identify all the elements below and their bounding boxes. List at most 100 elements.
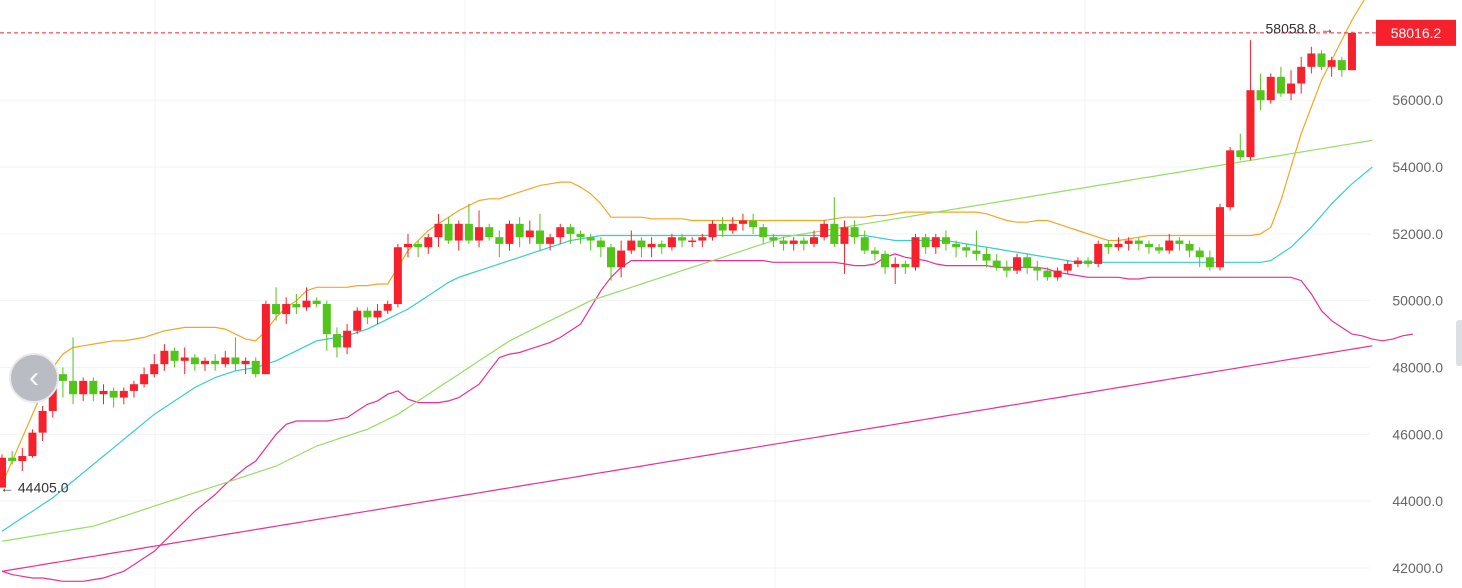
candle-body [1155, 247, 1164, 251]
panel-handle[interactable] [1456, 320, 1462, 366]
candle-body [535, 230, 544, 244]
candle-body [738, 220, 747, 224]
candle-body [160, 350, 169, 365]
candle [1256, 73, 1265, 111]
candle-body [1246, 90, 1255, 158]
candle-body [830, 223, 839, 244]
candle [464, 203, 473, 244]
candle-body [282, 304, 291, 315]
line-boll-mid [1, 166, 1373, 532]
candle [1084, 257, 1093, 268]
candle [495, 230, 504, 258]
indicator-lines [1, 0, 1413, 582]
candle-body [272, 304, 281, 315]
candle [211, 354, 220, 371]
candle [221, 350, 230, 368]
candle-body [1124, 240, 1133, 244]
candle-body [657, 243, 666, 248]
candle [586, 233, 595, 251]
candle-body [69, 380, 78, 395]
candle [119, 387, 128, 405]
candle [637, 237, 646, 258]
current-price-label: 58016.2 [1391, 25, 1442, 41]
line-ma-long [1, 139, 1373, 542]
candle-body [373, 310, 382, 318]
candle [1104, 240, 1113, 254]
candle [99, 384, 108, 405]
candle-body [586, 237, 595, 241]
candle [667, 233, 676, 251]
candle-body [1023, 257, 1032, 268]
candle-body [1073, 260, 1082, 264]
candle-body [1002, 267, 1011, 271]
candle-body [718, 223, 727, 231]
candle-body [393, 247, 402, 305]
candle-body [982, 253, 991, 261]
line-boll-lower [1, 253, 1413, 582]
candle-body [1216, 207, 1224, 268]
candle-body [698, 237, 707, 241]
candle [830, 197, 839, 248]
candle-body [1327, 60, 1336, 67]
candle-body [962, 247, 971, 251]
candle-body [1236, 150, 1245, 158]
candles [0, 31, 1356, 488]
candle [1134, 237, 1143, 251]
candle [1053, 267, 1062, 281]
candle [728, 217, 737, 234]
price-overlay: 58016.2 58058.8 → ← 44405.0 [0, 19, 1456, 496]
candle [1226, 147, 1235, 211]
candle [1144, 240, 1153, 254]
candle [759, 223, 768, 244]
candle-body [556, 227, 565, 238]
candle-body [1043, 270, 1052, 278]
candle [485, 223, 494, 241]
chevron-left-icon[interactable]: ‹ [9, 353, 59, 403]
candle [607, 243, 615, 281]
candle [1175, 237, 1184, 251]
candle-body [454, 223, 463, 241]
candle-body [1276, 76, 1285, 94]
candle-body [495, 237, 504, 244]
candle-body [140, 374, 149, 385]
candle [789, 237, 798, 251]
candle-body [810, 237, 818, 244]
candle [272, 287, 281, 321]
candle-body [1297, 66, 1306, 84]
candle [0, 454, 6, 488]
candle [678, 233, 687, 248]
candle [941, 230, 950, 251]
candle [1205, 250, 1214, 271]
candle-body [231, 357, 240, 365]
candle-body [799, 240, 808, 244]
candle-body [261, 304, 270, 375]
candle-body [769, 237, 778, 241]
candle [596, 237, 605, 258]
candle [515, 217, 524, 248]
candle [312, 297, 321, 308]
candle-body [180, 357, 189, 361]
candle-body [109, 390, 118, 398]
candle [170, 347, 179, 368]
candle-body [58, 374, 67, 381]
candle [1124, 237, 1133, 251]
candle-body [1337, 60, 1346, 71]
candle-body [911, 237, 920, 268]
candle [1114, 237, 1123, 251]
candle-body [0, 457, 6, 488]
candle-body [38, 410, 47, 433]
candle [556, 223, 565, 244]
candle-body [1033, 267, 1042, 271]
candle-body [404, 243, 412, 248]
candle [373, 304, 382, 325]
candle-body [28, 432, 37, 457]
candle-body [566, 227, 575, 234]
candle-body [434, 223, 443, 238]
candle [1023, 253, 1032, 274]
candle [718, 217, 727, 238]
candle [1236, 133, 1245, 161]
candle [1185, 240, 1194, 258]
candle-body [343, 330, 352, 348]
candle [292, 294, 301, 315]
candle-body [1013, 257, 1021, 271]
